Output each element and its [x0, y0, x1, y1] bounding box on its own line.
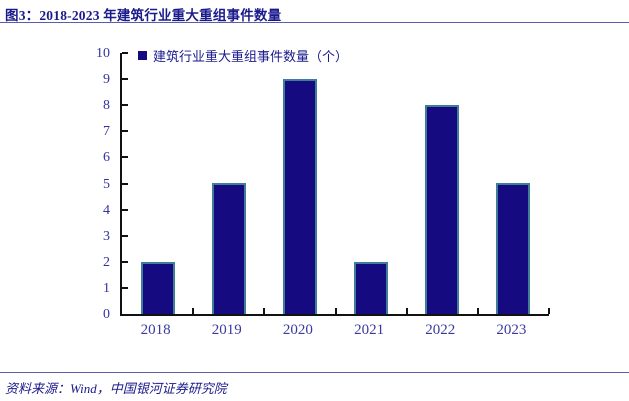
y-axis-tick-label: 3 — [103, 228, 110, 244]
y-axis-tick-label: 8 — [103, 98, 110, 114]
y-axis-tick-label: 4 — [103, 202, 110, 218]
y-axis-tick — [122, 52, 128, 54]
x-axis-tick — [548, 308, 550, 314]
y-axis-tick — [122, 130, 128, 133]
bar-2023 — [496, 183, 531, 314]
legend-square-icon — [138, 51, 147, 60]
x-axis-tick — [334, 308, 337, 314]
bar-2021 — [354, 262, 389, 314]
y-axis-tick — [122, 78, 128, 81]
chart-legend: 建筑行业重大重组事件数量（个） — [138, 46, 348, 65]
y-axis-tick — [122, 156, 128, 159]
x-axis-tick — [476, 308, 479, 314]
y-axis-tick-label: 2 — [103, 254, 110, 270]
x-axis-tick-label: 2021 — [354, 322, 385, 338]
y-axis-tick — [122, 182, 128, 185]
x-axis-tick-label: 2019 — [211, 322, 242, 338]
x-axis-tick-label: 2022 — [425, 322, 456, 338]
y-axis-tick — [122, 286, 128, 289]
x-axis-tick-label: 2020 — [282, 322, 313, 338]
legend-label: 建筑行业重大重组事件数量（个） — [153, 49, 349, 64]
y-axis-tick — [122, 104, 128, 107]
x-axis-tick-label: 2023 — [496, 322, 527, 338]
x-axis-tick-label: 2018 — [140, 322, 171, 338]
y-axis-tick — [122, 208, 128, 211]
y-axis-tick-label: 7 — [103, 124, 110, 140]
y-axis-tick-label: 5 — [103, 176, 110, 192]
x-axis-tick — [192, 308, 195, 314]
title-divider — [0, 22, 629, 23]
bar-2022 — [425, 105, 460, 314]
bar-2020 — [282, 79, 317, 314]
y-axis-tick-label: 1 — [103, 280, 110, 296]
plot-area — [120, 52, 550, 316]
x-axis-tick — [263, 308, 266, 314]
source-note: 资料来源：Wind，中国银河证券研究院 — [5, 381, 227, 396]
y-axis-tick-label: 9 — [103, 72, 110, 88]
footer-divider — [0, 372, 629, 373]
bar-2018 — [140, 262, 175, 314]
y-axis-tick-label: 0 — [103, 307, 110, 322]
y-axis-tick — [122, 260, 128, 263]
y-axis-tick — [122, 234, 128, 237]
x-axis-tick — [405, 308, 408, 314]
chart-title: 图3：2018-2023 年建筑行业重大重组事件数量 — [5, 8, 282, 23]
bar-2019 — [211, 183, 246, 314]
y-axis-tick-label: 10 — [96, 46, 110, 61]
y-axis-tick-label: 6 — [103, 150, 110, 166]
